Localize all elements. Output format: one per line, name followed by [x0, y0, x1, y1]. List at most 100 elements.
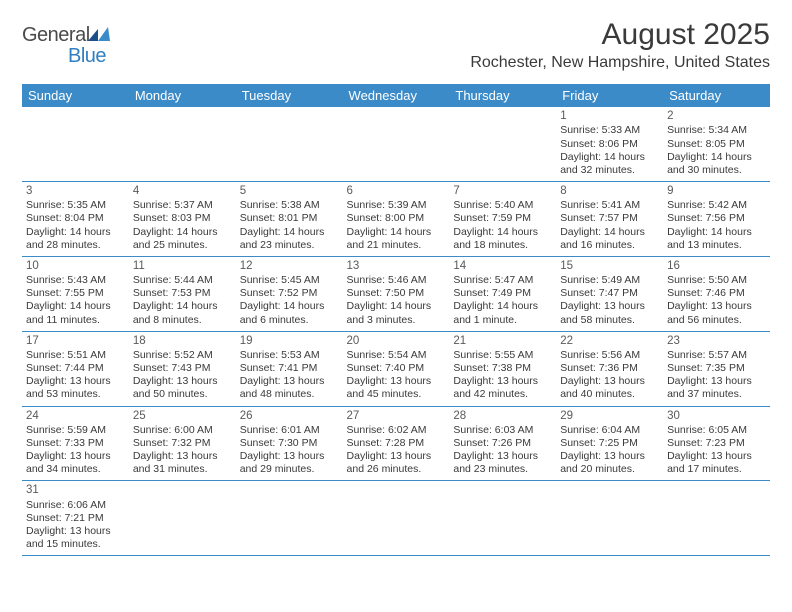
sunrise-line: Sunrise: 5:49 AM	[560, 274, 659, 287]
day-number: 17	[26, 334, 125, 348]
sunrise-line: Sunrise: 5:42 AM	[667, 199, 766, 212]
sunrise-line: Sunrise: 5:47 AM	[453, 274, 552, 287]
day-number: 28	[453, 409, 552, 423]
daylight-line: Daylight: 13 hours and 29 minutes.	[240, 450, 339, 476]
day-number: 7	[453, 184, 552, 198]
calendar-cell: 6Sunrise: 5:39 AMSunset: 8:00 PMDaylight…	[343, 181, 450, 256]
calendar-body: 1Sunrise: 5:33 AMSunset: 8:06 PMDaylight…	[22, 107, 770, 556]
day-number: 4	[133, 184, 232, 198]
day-number: 15	[560, 259, 659, 273]
daylight-line: Daylight: 14 hours and 11 minutes.	[26, 300, 125, 326]
calendar-cell: 29Sunrise: 6:04 AMSunset: 7:25 PMDayligh…	[556, 406, 663, 481]
daylight-line: Daylight: 13 hours and 40 minutes.	[560, 375, 659, 401]
logo-part1: General	[22, 24, 90, 46]
weekday-header: Friday	[556, 84, 663, 107]
calendar-cell: 2Sunrise: 5:34 AMSunset: 8:05 PMDaylight…	[663, 107, 770, 181]
weekday-header: Wednesday	[343, 84, 450, 107]
calendar-cell: 20Sunrise: 5:54 AMSunset: 7:40 PMDayligh…	[343, 331, 450, 406]
calendar-table: Sunday Monday Tuesday Wednesday Thursday…	[22, 84, 770, 556]
sunset-line: Sunset: 8:05 PM	[667, 138, 766, 151]
calendar-cell	[236, 107, 343, 181]
weekday-header: Monday	[129, 84, 236, 107]
daylight-line: Daylight: 13 hours and 50 minutes.	[133, 375, 232, 401]
calendar-cell: 14Sunrise: 5:47 AMSunset: 7:49 PMDayligh…	[449, 256, 556, 331]
daylight-line: Daylight: 14 hours and 21 minutes.	[347, 226, 446, 252]
daylight-line: Daylight: 14 hours and 28 minutes.	[26, 226, 125, 252]
sunset-line: Sunset: 7:23 PM	[667, 437, 766, 450]
sunrise-line: Sunrise: 6:06 AM	[26, 499, 125, 512]
sunset-line: Sunset: 7:46 PM	[667, 287, 766, 300]
daylight-line: Daylight: 14 hours and 3 minutes.	[347, 300, 446, 326]
sunset-line: Sunset: 7:33 PM	[26, 437, 125, 450]
weekday-header-row: Sunday Monday Tuesday Wednesday Thursday…	[22, 84, 770, 107]
sunrise-line: Sunrise: 5:44 AM	[133, 274, 232, 287]
sunset-line: Sunset: 7:47 PM	[560, 287, 659, 300]
calendar-row: 24Sunrise: 5:59 AMSunset: 7:33 PMDayligh…	[22, 406, 770, 481]
sunrise-line: Sunrise: 5:33 AM	[560, 124, 659, 137]
calendar-row: 10Sunrise: 5:43 AMSunset: 7:55 PMDayligh…	[22, 256, 770, 331]
calendar-cell	[236, 481, 343, 556]
sunrise-line: Sunrise: 5:53 AM	[240, 349, 339, 362]
calendar-cell: 26Sunrise: 6:01 AMSunset: 7:30 PMDayligh…	[236, 406, 343, 481]
daylight-line: Daylight: 14 hours and 1 minute.	[453, 300, 552, 326]
daylight-line: Daylight: 14 hours and 13 minutes.	[667, 226, 766, 252]
sunset-line: Sunset: 7:57 PM	[560, 212, 659, 225]
daylight-line: Daylight: 13 hours and 48 minutes.	[240, 375, 339, 401]
logo-text: GeneralBlue	[22, 24, 110, 78]
calendar-cell	[663, 481, 770, 556]
weekday-header: Tuesday	[236, 84, 343, 107]
sunrise-line: Sunrise: 5:39 AM	[347, 199, 446, 212]
day-number: 10	[26, 259, 125, 273]
daylight-line: Daylight: 14 hours and 16 minutes.	[560, 226, 659, 252]
calendar-cell: 22Sunrise: 5:56 AMSunset: 7:36 PMDayligh…	[556, 331, 663, 406]
day-number: 27	[347, 409, 446, 423]
calendar-cell	[22, 107, 129, 181]
sunset-line: Sunset: 7:32 PM	[133, 437, 232, 450]
calendar-cell: 31Sunrise: 6:06 AMSunset: 7:21 PMDayligh…	[22, 481, 129, 556]
weekday-header: Saturday	[663, 84, 770, 107]
calendar-cell	[129, 107, 236, 181]
page-subtitle: Rochester, New Hampshire, United States	[470, 54, 770, 72]
sunrise-line: Sunrise: 5:59 AM	[26, 424, 125, 437]
day-number: 11	[133, 259, 232, 273]
sunset-line: Sunset: 7:28 PM	[347, 437, 446, 450]
sunset-line: Sunset: 7:40 PM	[347, 362, 446, 375]
sunset-line: Sunset: 8:00 PM	[347, 212, 446, 225]
calendar-cell	[449, 107, 556, 181]
day-number: 6	[347, 184, 446, 198]
calendar-cell: 12Sunrise: 5:45 AMSunset: 7:52 PMDayligh…	[236, 256, 343, 331]
sunrise-line: Sunrise: 5:56 AM	[560, 349, 659, 362]
sunset-line: Sunset: 7:49 PM	[453, 287, 552, 300]
sunrise-line: Sunrise: 5:46 AM	[347, 274, 446, 287]
daylight-line: Daylight: 13 hours and 20 minutes.	[560, 450, 659, 476]
daylight-line: Daylight: 14 hours and 23 minutes.	[240, 226, 339, 252]
sunset-line: Sunset: 7:41 PM	[240, 362, 339, 375]
day-number: 26	[240, 409, 339, 423]
sunrise-line: Sunrise: 6:03 AM	[453, 424, 552, 437]
sunset-line: Sunset: 7:55 PM	[26, 287, 125, 300]
sunset-line: Sunset: 7:35 PM	[667, 362, 766, 375]
calendar-cell: 25Sunrise: 6:00 AMSunset: 7:32 PMDayligh…	[129, 406, 236, 481]
logo-mark-icon	[88, 24, 110, 47]
day-number: 25	[133, 409, 232, 423]
calendar-cell: 18Sunrise: 5:52 AMSunset: 7:43 PMDayligh…	[129, 331, 236, 406]
sunset-line: Sunset: 7:36 PM	[560, 362, 659, 375]
day-number: 8	[560, 184, 659, 198]
calendar-cell: 3Sunrise: 5:35 AMSunset: 8:04 PMDaylight…	[22, 181, 129, 256]
calendar-cell: 5Sunrise: 5:38 AMSunset: 8:01 PMDaylight…	[236, 181, 343, 256]
calendar-row: 17Sunrise: 5:51 AMSunset: 7:44 PMDayligh…	[22, 331, 770, 406]
sunset-line: Sunset: 7:26 PM	[453, 437, 552, 450]
day-number: 29	[560, 409, 659, 423]
calendar-row: 31Sunrise: 6:06 AMSunset: 7:21 PMDayligh…	[22, 481, 770, 556]
sunrise-line: Sunrise: 5:38 AM	[240, 199, 339, 212]
sunset-line: Sunset: 8:03 PM	[133, 212, 232, 225]
sunrise-line: Sunrise: 5:57 AM	[667, 349, 766, 362]
daylight-line: Daylight: 14 hours and 30 minutes.	[667, 151, 766, 177]
sunrise-line: Sunrise: 6:01 AM	[240, 424, 339, 437]
calendar-cell: 13Sunrise: 5:46 AMSunset: 7:50 PMDayligh…	[343, 256, 450, 331]
sunset-line: Sunset: 7:52 PM	[240, 287, 339, 300]
sunset-line: Sunset: 7:21 PM	[26, 512, 125, 525]
daylight-line: Daylight: 14 hours and 18 minutes.	[453, 226, 552, 252]
day-number: 31	[26, 483, 125, 497]
sunrise-line: Sunrise: 5:54 AM	[347, 349, 446, 362]
